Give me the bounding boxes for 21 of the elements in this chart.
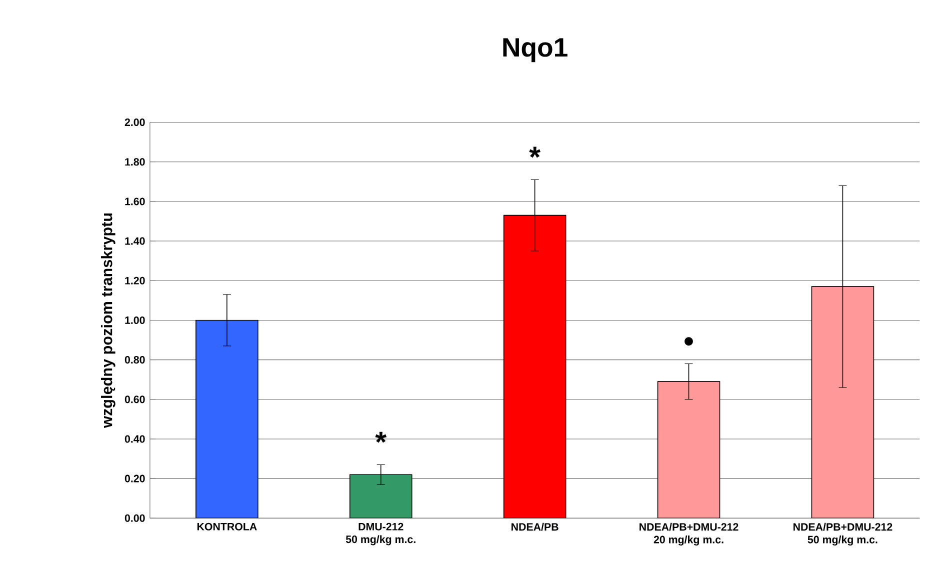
y-tick-label: 1.40 (125, 237, 145, 245)
y-tick-label: 1.60 (125, 198, 145, 206)
y-tick-label: 1.00 (125, 316, 145, 324)
y-tick-label: 2.00 (124, 118, 145, 126)
y-tick-label: 0.20 (124, 474, 145, 482)
y-tick-label: 0.40 (124, 435, 145, 443)
x-tick-label: NDEA/PB+DMU-212 50 mg/kg m.c. (794, 522, 892, 546)
annotation: • (684, 337, 693, 346)
x-tick-label: DMU-212 50 mg/kg m.c. (346, 522, 416, 546)
y-axis-title: względny poziom transkryptu (100, 213, 116, 428)
y-tick-label: 1.20 (125, 276, 145, 284)
y-tick-label: 0.80 (124, 356, 145, 364)
annotation: * (375, 432, 387, 443)
x-tick-label: NDEA/PB (512, 522, 558, 531)
annotation: * (529, 146, 541, 158)
chart-title: Nqo1 (503, 38, 568, 62)
x-tick-label: KONTROLA (197, 522, 257, 530)
y-tick-label: 0.60 (124, 396, 145, 404)
x-tick-label: NDEA/PB+DMU-212 20 mg/kg m.c. (640, 522, 738, 546)
y-tick-label: 1.80 (125, 158, 145, 166)
y-tick-label: 0.00 (124, 514, 145, 522)
